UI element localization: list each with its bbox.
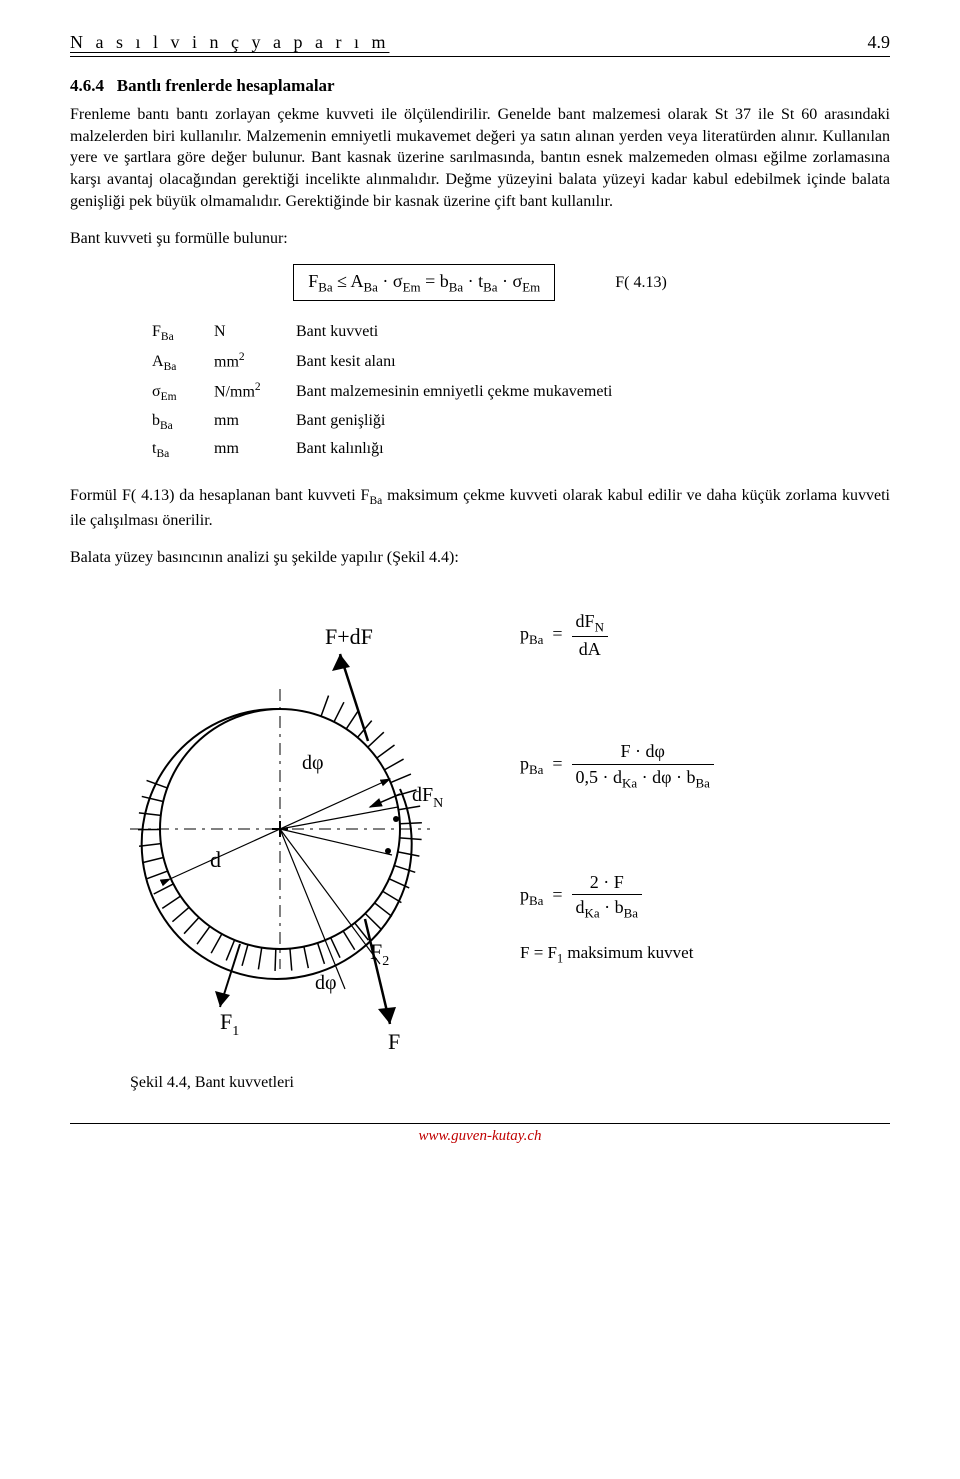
desc-cell: Bant kesit alanı	[296, 350, 634, 378]
symbol-cell: tBa	[152, 438, 212, 465]
desc-cell: Bant malzemesinin emniyetli çekme mukave…	[296, 380, 634, 408]
table-row: tBa mm Bant kalınlığı	[152, 438, 634, 465]
page-footer: www.guven-kutay.ch	[70, 1123, 890, 1146]
section-title: Bantlı frenlerde hesaplamalar	[117, 76, 335, 95]
desc-cell: Bant kuvveti	[296, 321, 634, 348]
table-row: ABa mm2 Bant kesit alanı	[152, 350, 634, 378]
symbol-cell: bBa	[152, 410, 212, 437]
label-F1: F1	[220, 1009, 239, 1039]
paragraph-formula-lead: Bant kuvveti şu formülle bulunur:	[70, 228, 890, 250]
unit-cell: N	[214, 321, 294, 348]
unit-cell: mm	[214, 438, 294, 465]
unit-cell: mm	[214, 410, 294, 437]
equation-3: pBa = 2 · F dKa · bBa	[520, 870, 890, 922]
desc-cell: Bant kalınlığı	[296, 438, 634, 465]
figure-column: F+dF dφ dFN d dφ F2 F1 F Şekil 4.4, Bant…	[70, 589, 500, 1093]
desc-cell: Bant genişliği	[296, 410, 634, 437]
label-FdF: F+dF	[325, 624, 373, 649]
unit-cell: mm2	[214, 350, 294, 378]
unit-cell: N/mm2	[214, 380, 294, 408]
label-d: d	[210, 847, 221, 872]
symbol-cell: FBa	[152, 321, 212, 348]
symbol-table: FBa N Bant kuvveti ABa mm2 Bant kesit al…	[150, 319, 636, 467]
label-dphi-upper: dφ	[302, 752, 324, 774]
table-row: bBa mm Bant genişliği	[152, 410, 634, 437]
band-brake-diagram: F+dF dφ dFN d dφ F2 F1 F	[70, 589, 500, 1059]
label-F2: F2	[370, 939, 389, 969]
footer-url: www.guven-kutay.ch	[418, 1128, 541, 1144]
paragraph-analysis-lead: Balata yüzey basıncının analizi şu şekil…	[70, 547, 890, 569]
symbol-cell: ABa	[152, 350, 212, 378]
label-dphi-lower: dφ	[315, 972, 337, 994]
equation-2: pBa = F · dφ 0,5 · dKa · dφ · bBa	[520, 739, 890, 791]
equation-note: F = F1 maksimum kuvvet	[520, 942, 890, 967]
figure-equation-region: F+dF dφ dFN d dφ F2 F1 F Şekil 4.4, Bant…	[70, 589, 890, 1093]
formula-box: FBa ≤ ABa · σEm = bBa · tBa · σEm	[293, 264, 555, 301]
symbol-cell: σEm	[152, 380, 212, 408]
paragraph-after-formula: Formül F( 4.13) da hesaplanan bant kuvve…	[70, 485, 890, 531]
formula-row: FBa ≤ ABa · σEm = bBa · tBa · σEm F( 4.1…	[70, 264, 890, 301]
section-heading: 4.6.4 Bantlı frenlerde hesaplamalar	[70, 75, 890, 98]
figure-caption: Şekil 4.4, Bant kuvvetleri	[130, 1072, 500, 1094]
section-number: 4.6.4	[70, 76, 104, 95]
table-row: σEm N/mm2 Bant malzemesinin emniyetli çe…	[152, 380, 634, 408]
equation-column: pBa = dFN dA pBa = F · dφ 0,5 · dKa · dφ…	[520, 589, 890, 1093]
paragraph-intro: Frenleme bantı bantı zorlayan çekme kuvv…	[70, 104, 890, 212]
formula-number: F( 4.13)	[615, 272, 667, 294]
equation-1: pBa = dFN dA	[520, 609, 890, 661]
table-row: FBa N Bant kuvveti	[152, 321, 634, 348]
header-page-number: 4.9	[868, 30, 891, 54]
header-title: N a s ı l v i n ç y a p a r ı m	[70, 30, 389, 54]
label-F: F	[388, 1029, 400, 1054]
page-header: N a s ı l v i n ç y a p a r ı m 4.9	[70, 30, 890, 57]
